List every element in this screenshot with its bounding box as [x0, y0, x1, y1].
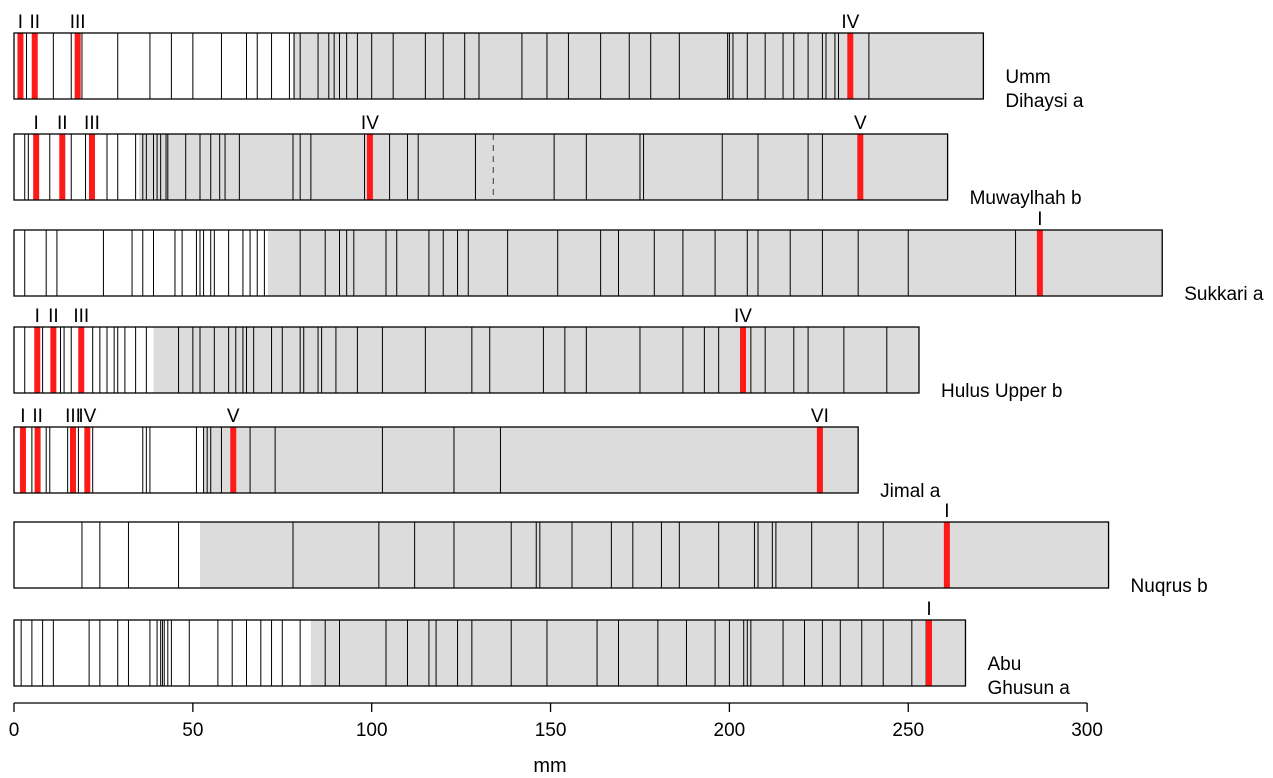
marker-band — [88, 134, 95, 200]
marker-band — [78, 327, 85, 393]
marker-label: II — [32, 406, 43, 427]
strip-outline — [13, 521, 1110, 589]
strip-outline — [13, 32, 985, 100]
marker-band — [857, 134, 864, 200]
row-name-label: Jimal a — [880, 481, 941, 502]
marker-band — [739, 327, 746, 393]
row-name-line: Jimal a — [880, 481, 941, 502]
x-tick-label: 250 — [892, 720, 924, 741]
marker-label: III — [65, 406, 81, 427]
x-tick-label: 0 — [9, 720, 20, 741]
marker-label: I — [35, 306, 40, 327]
shaded-region — [293, 33, 984, 99]
row-name-line: Ghusun a — [987, 678, 1070, 699]
x-tick-label: 100 — [356, 720, 388, 741]
marker-label: I — [18, 12, 23, 33]
marker-label: II — [29, 12, 40, 33]
row-name-label: Sukkari a — [1184, 284, 1264, 305]
marker-band — [1036, 230, 1043, 296]
marker-label: I — [34, 113, 39, 134]
marker-band — [31, 33, 38, 99]
marker-band — [84, 427, 91, 493]
marker-band — [925, 620, 932, 686]
marker-band — [70, 427, 77, 493]
row-name-label: Nuqrus b — [1131, 576, 1208, 597]
marker-band — [230, 427, 237, 493]
row-name-line: Hulus Upper b — [941, 381, 1062, 402]
marker-label: III — [70, 12, 86, 33]
marker-band — [34, 427, 41, 493]
marker-band — [847, 33, 854, 99]
row-name-line: Abu — [987, 654, 1021, 675]
marker-label: I — [20, 406, 25, 427]
marker-label: III — [73, 306, 89, 327]
x-tick-label: 50 — [182, 720, 203, 741]
marker-label: VI — [811, 406, 829, 427]
marker-label: II — [48, 306, 59, 327]
x-tick-label: 300 — [1071, 720, 1103, 741]
marker-band — [74, 33, 81, 99]
marker-label: I — [944, 501, 949, 522]
row-name-line: Umm — [1005, 67, 1050, 88]
marker-label: IV — [734, 306, 752, 327]
shaded-region — [203, 427, 859, 493]
marker-band — [33, 134, 40, 200]
marker-band — [19, 427, 26, 493]
shaded-region — [310, 620, 966, 686]
row-name-label: Umm Dihaysi a — [1005, 67, 1084, 112]
strip-row: I Abu Ghusun a — [13, 599, 1070, 699]
marker-band — [366, 134, 373, 200]
shaded-region — [200, 522, 1109, 588]
marker-label: V — [227, 406, 240, 427]
strip-row: I Nuqrus b — [13, 501, 1208, 597]
marker-band — [816, 427, 823, 493]
marker-band — [943, 522, 950, 588]
shaded-region — [153, 327, 919, 393]
x-tick-label: 200 — [714, 720, 746, 741]
marker-label: IV — [841, 12, 859, 33]
marker-label: IV — [78, 406, 96, 427]
row-name-label: Abu Ghusun a — [987, 654, 1070, 699]
strip-outline — [13, 619, 967, 687]
marker-band — [50, 327, 57, 393]
x-axis: 0 50 100 150 200 250 300 — [9, 702, 1103, 741]
row-name-line: Dihaysi a — [1005, 91, 1084, 112]
shaded-region — [139, 134, 948, 200]
row-name-label: Muwaylhah b — [970, 188, 1082, 209]
marker-label: IV — [361, 113, 379, 134]
marker-label: V — [854, 113, 867, 134]
strip-outline — [13, 326, 920, 394]
strip-row: I Sukkari a — [13, 209, 1264, 305]
strip-outline — [13, 133, 949, 201]
marker-band — [59, 134, 66, 200]
strip-outline — [13, 426, 859, 494]
marker-label: III — [84, 113, 100, 134]
marker-label: II — [57, 113, 68, 134]
x-tick-label: 150 — [535, 720, 567, 741]
marker-label: I — [1037, 209, 1042, 230]
marker-band — [34, 327, 41, 393]
row-name-line: Sukkari a — [1184, 284, 1264, 305]
x-axis-label: mm — [533, 755, 566, 777]
row-name-label: Hulus Upper b — [941, 381, 1062, 402]
strip-outline — [13, 229, 1163, 297]
row-name-line: Muwaylhah b — [970, 188, 1082, 209]
marker-band — [17, 33, 24, 99]
row-name-line: Nuqrus b — [1131, 576, 1208, 597]
marker-label: I — [926, 599, 931, 620]
